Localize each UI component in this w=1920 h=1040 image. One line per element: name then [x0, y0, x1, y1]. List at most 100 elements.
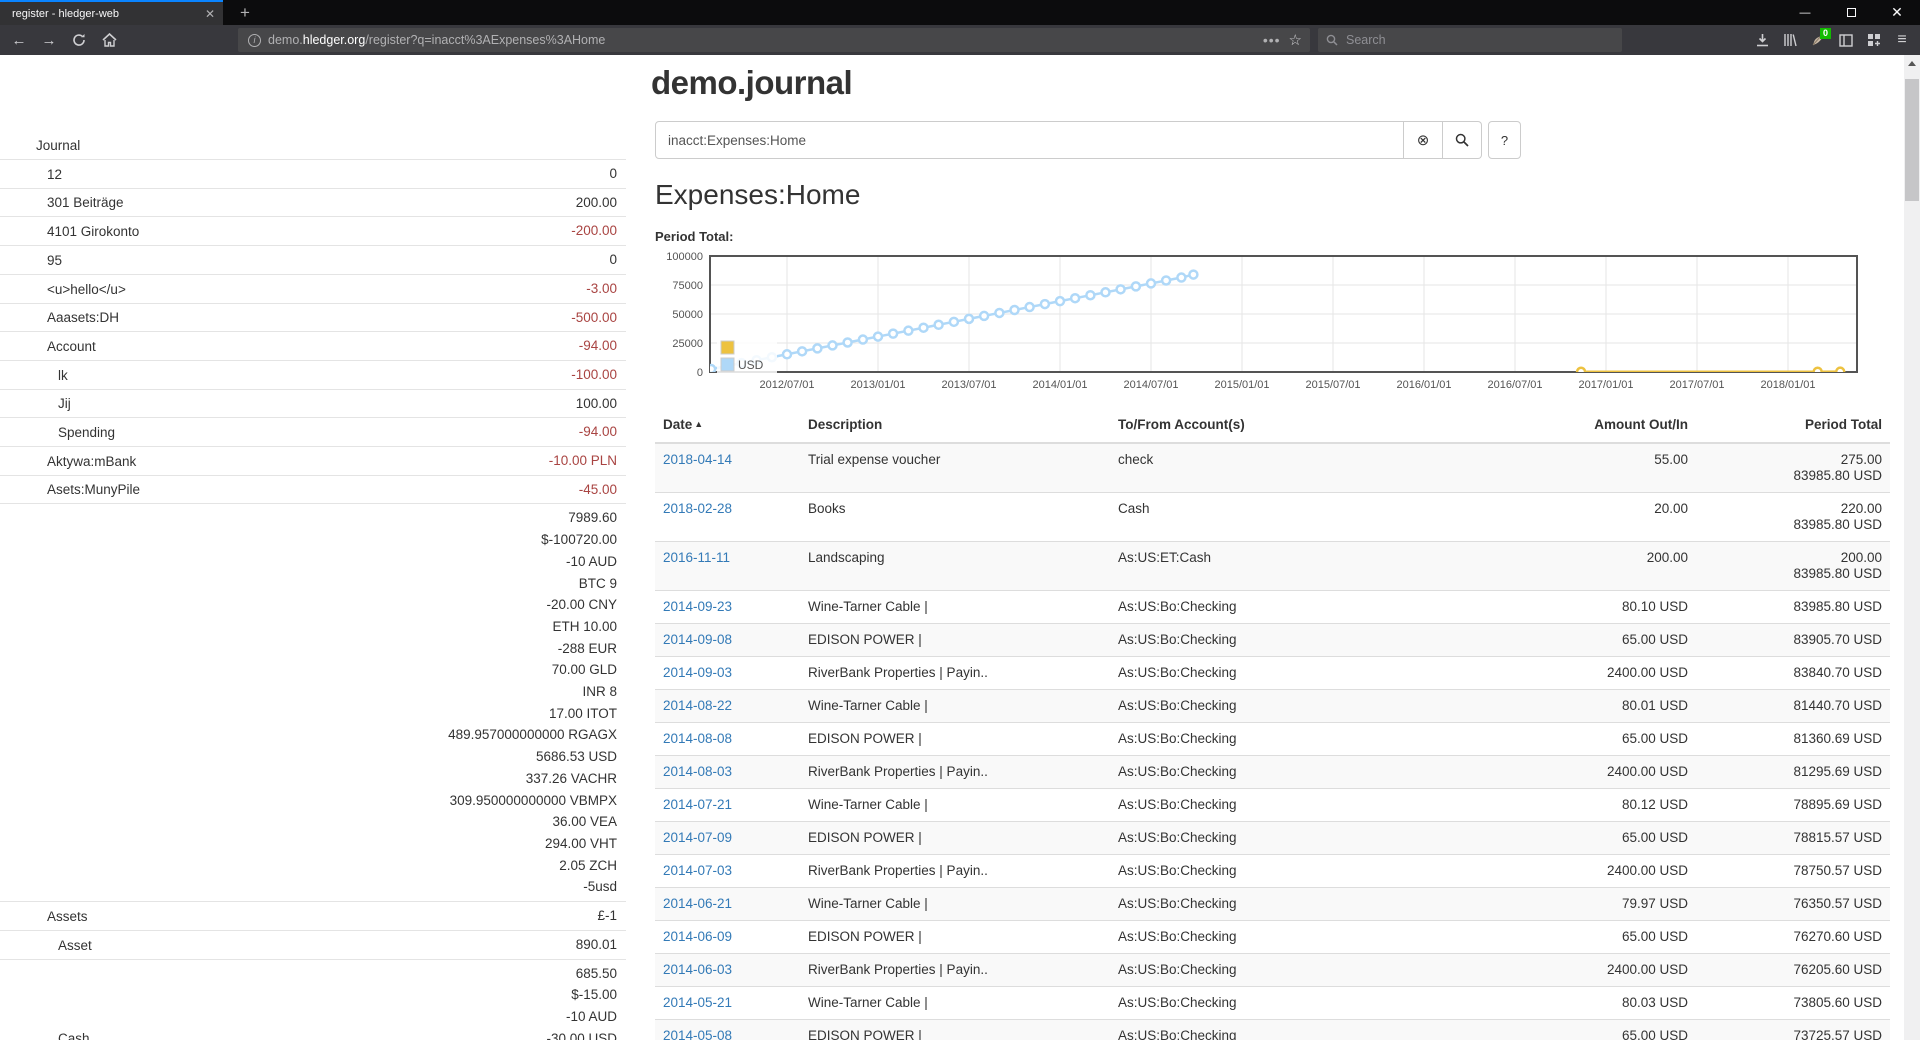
tile-menu-icon [1868, 34, 1880, 46]
transaction-date-link[interactable]: 2014-06-21 [663, 896, 733, 911]
transaction-date-link[interactable]: 2014-09-08 [663, 632, 733, 647]
sidebar-row: <u>hello</u> -3.00 [0, 275, 626, 304]
account-link[interactable]: Account [47, 338, 96, 354]
new-tab-button[interactable]: + [240, 3, 250, 22]
transaction-description: Trial expense voucher [800, 442, 1110, 493]
account-link[interactable]: Assets [47, 908, 88, 924]
refresh-button[interactable] [64, 27, 94, 53]
account-balance: -100.00 [571, 366, 617, 382]
transaction-account: As:US:Bo:Checking [1110, 722, 1420, 756]
transaction-amount: 79.97 USD [1420, 887, 1696, 921]
home-button[interactable] [94, 27, 124, 53]
transaction-period-total: 83905.70 USD [1696, 623, 1890, 657]
query-input[interactable] [655, 121, 1404, 159]
account-link[interactable]: 301 Beiträge [47, 195, 124, 211]
account-link[interactable]: lk [58, 367, 68, 383]
page-actions-icon[interactable]: ••• [1262, 32, 1281, 48]
account-link[interactable]: Cash [58, 1031, 90, 1040]
table-row: 2014-08-03 RiverBank Properties | Payin..… [655, 755, 1890, 789]
library-button[interactable] [1776, 27, 1804, 53]
transaction-period-total: 83840.70 USD [1696, 656, 1890, 690]
col-period-total[interactable]: Period Total [1696, 412, 1890, 444]
transaction-date-link[interactable]: 2014-08-22 [663, 698, 733, 713]
account-balance: -3.00 [586, 280, 617, 296]
refresh-icon [73, 34, 85, 46]
url-bar[interactable]: i demo.hledger.org/register?q=inacct%3AE… [238, 28, 1310, 52]
account-balance: -200.00 [571, 223, 617, 239]
transaction-description: Wine-Tarner Cable | [800, 788, 1110, 822]
transaction-period-total: 275.00 83985.80 USD [1696, 442, 1890, 493]
transaction-date-link[interactable]: 2016-11-11 [663, 550, 731, 565]
svg-text:2015/01/01: 2015/01/01 [1214, 379, 1269, 391]
account-link[interactable]: Aktywa:mBank [47, 453, 137, 469]
transaction-period-total: 200.00 83985.80 USD [1696, 541, 1890, 591]
transaction-period-total: 220.00 83985.80 USD [1696, 492, 1890, 542]
forward-button[interactable]: → [41, 31, 57, 49]
back-button[interactable]: ← [11, 31, 27, 49]
col-amount[interactable]: Amount Out/In [1420, 412, 1696, 444]
col-tofrom[interactable]: To/From Account(s) [1110, 412, 1420, 444]
account-link[interactable]: 12 [47, 166, 63, 182]
scrollbar-thumb[interactable] [1905, 79, 1919, 201]
col-description[interactable]: Description [800, 412, 1110, 444]
account-link[interactable]: <u>hello</u> [47, 281, 126, 297]
site-info-icon[interactable]: i [248, 33, 261, 47]
tab-close-icon[interactable]: ✕ [204, 6, 215, 21]
transaction-date-link[interactable]: 2014-06-09 [663, 929, 733, 944]
account-link[interactable]: Jij [58, 396, 71, 412]
transaction-amount: 200.00 [1420, 541, 1696, 591]
transaction-account: As:US:Bo:Checking [1110, 953, 1420, 987]
svg-text:2014/07/01: 2014/07/01 [1123, 379, 1178, 391]
tile-menu-button[interactable] [1860, 27, 1888, 53]
account-link[interactable]: Aaasets:DH [47, 310, 120, 326]
hamburger-menu-button[interactable]: ≡ [1897, 31, 1907, 48]
active-tab[interactable]: register - hledger-web ✕ [0, 0, 223, 25]
browser-search-field[interactable]: Search [1318, 28, 1622, 52]
account-link[interactable]: 95 [47, 252, 63, 268]
account-balance: 0 [609, 166, 617, 181]
account-link[interactable]: Spending [58, 425, 116, 441]
scroll-up-icon[interactable] [1908, 61, 1916, 66]
transaction-amount: 65.00 USD [1420, 1019, 1696, 1040]
svg-text:2016/01/01: 2016/01/01 [1396, 379, 1451, 391]
transaction-period-total: 76270.60 USD [1696, 920, 1890, 954]
transaction-date-link[interactable]: 2014-05-21 [663, 995, 733, 1010]
help-button[interactable]: ? [1488, 121, 1521, 159]
transaction-date-link[interactable]: 2014-09-23 [663, 599, 733, 614]
bookmark-star-icon[interactable]: ☆ [1288, 32, 1302, 49]
sidebar-row: Account -94.00 [0, 332, 626, 361]
home-icon [101, 33, 117, 47]
page-scrollbar[interactable] [1904, 55, 1920, 1040]
transaction-date-link[interactable]: 2018-02-28 [663, 501, 733, 516]
account-balance: 0 [609, 252, 617, 268]
extension-button[interactable]: 0 [1804, 27, 1832, 53]
search-button[interactable] [1443, 121, 1482, 159]
svg-text:2012/07/01: 2012/07/01 [759, 379, 814, 391]
transaction-date-link[interactable]: 2014-05-08 [663, 1028, 733, 1040]
downloads-button[interactable] [1748, 27, 1776, 53]
transaction-date-link[interactable]: 2014-06-03 [663, 962, 733, 977]
transaction-account: As:US:Bo:Checking [1110, 887, 1420, 921]
transaction-date-link[interactable]: 2014-07-03 [663, 863, 733, 878]
account-link[interactable]: Asets:MunyPile [47, 482, 141, 498]
col-date[interactable]: Date ▲ [655, 412, 800, 444]
transaction-date-link[interactable]: 2014-08-08 [663, 731, 733, 746]
account-balance: £-1 [597, 908, 617, 924]
svg-text:2014/01/01: 2014/01/01 [1032, 379, 1087, 391]
transaction-date-link[interactable]: 2018-04-14 [663, 452, 733, 467]
transaction-date-link[interactable]: 2014-07-21 [663, 797, 733, 812]
tab-title: register - hledger-web [12, 7, 119, 20]
account-balance: -94.00 [578, 424, 617, 440]
transaction-date-link[interactable]: 2014-08-03 [663, 764, 733, 779]
transaction-date-link[interactable]: 2014-07-09 [663, 830, 733, 845]
sidebars-button[interactable] [1832, 27, 1860, 53]
account-link[interactable]: Journal [36, 138, 81, 153]
tab-bar: register - hledger-web ✕ + — ✕ [0, 0, 1920, 25]
window-restore-button[interactable] [1828, 0, 1874, 25]
window-minimize-button[interactable]: — [1799, 6, 1811, 19]
clear-query-button[interactable]: ⊗ [1404, 121, 1443, 159]
window-close-button[interactable]: ✕ [1891, 4, 1903, 20]
account-link[interactable]: Asset [58, 937, 92, 953]
account-link[interactable]: 4101 Girokonto [47, 224, 140, 240]
transaction-date-link[interactable]: 2014-09-03 [663, 665, 733, 680]
